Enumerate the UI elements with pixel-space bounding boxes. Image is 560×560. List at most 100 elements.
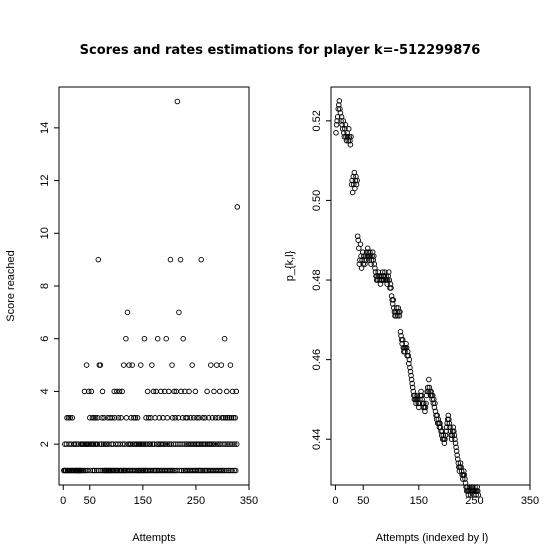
data-point <box>340 118 346 124</box>
data-point <box>218 467 224 474</box>
data-point <box>368 257 375 263</box>
data-point <box>158 388 164 395</box>
score-plot-frame <box>58 86 250 486</box>
data-point <box>218 362 225 368</box>
x-tick-label: 150 <box>410 495 428 507</box>
data-point <box>224 441 230 447</box>
x-tick-label: 350 <box>240 495 258 507</box>
data-point <box>348 133 354 140</box>
data-point <box>166 388 172 395</box>
data-point <box>445 412 452 419</box>
data-point <box>119 388 125 395</box>
x-tick-label: 50 <box>357 495 369 507</box>
data-point <box>354 177 360 184</box>
data-point <box>408 376 415 383</box>
data-point <box>397 309 403 315</box>
data-point <box>446 420 453 427</box>
data-point <box>229 388 236 395</box>
data-point <box>386 269 392 275</box>
data-point <box>100 441 107 447</box>
data-point <box>407 368 414 375</box>
data-point <box>141 335 148 342</box>
data-point <box>137 467 143 474</box>
data-point <box>109 415 115 421</box>
y-tick-label: 4 <box>39 388 51 394</box>
data-point <box>354 233 361 239</box>
data-point <box>124 309 131 316</box>
data-point <box>452 436 458 442</box>
data-point <box>88 388 95 395</box>
data-point <box>212 415 219 421</box>
x-tick-label: 50 <box>84 495 96 507</box>
data-point <box>457 460 464 466</box>
data-point <box>214 441 220 447</box>
data-point <box>156 415 163 421</box>
data-point <box>91 415 97 421</box>
data-point <box>202 415 208 421</box>
data-point <box>217 388 223 395</box>
data-point <box>474 484 480 490</box>
data-point <box>85 388 92 395</box>
data-point <box>409 380 415 387</box>
data-point <box>390 297 397 303</box>
y-tick-label: 0.46 <box>311 349 323 370</box>
y-tick-label: 6 <box>39 336 51 342</box>
data-point <box>97 362 104 368</box>
data-point <box>344 133 351 140</box>
data-point <box>99 415 105 421</box>
data-point <box>119 441 126 447</box>
y-tick-label: 10 <box>39 227 51 239</box>
data-point <box>69 415 76 421</box>
data-point <box>228 441 234 447</box>
data-point <box>423 400 429 407</box>
data-point <box>134 415 141 421</box>
data-point <box>384 281 390 287</box>
data-point <box>426 376 432 383</box>
data-point <box>211 388 217 395</box>
data-point <box>232 415 238 421</box>
data-point <box>219 467 226 474</box>
data-point <box>336 98 343 104</box>
data-point <box>165 441 171 447</box>
data-point <box>133 467 140 474</box>
data-point <box>114 388 120 395</box>
data-point <box>89 415 96 421</box>
x-tick-label: 0 <box>332 495 338 507</box>
data-point <box>223 467 229 474</box>
data-point <box>437 420 443 427</box>
data-point <box>136 441 143 447</box>
y-tick-label: 2 <box>39 441 51 447</box>
data-point <box>116 388 123 395</box>
data-point <box>349 189 356 196</box>
data-point <box>384 277 391 283</box>
data-point <box>397 329 404 335</box>
data-point <box>200 415 206 421</box>
data-point <box>194 415 200 421</box>
data-point <box>145 415 152 421</box>
data-point <box>422 404 429 411</box>
data-point <box>184 415 191 421</box>
data-point <box>458 464 464 470</box>
data-point <box>453 444 459 450</box>
data-point <box>334 114 341 120</box>
data-point <box>205 415 212 421</box>
data-point <box>452 440 459 446</box>
data-point <box>118 467 125 474</box>
data-point <box>144 441 150 447</box>
data-point <box>462 476 468 482</box>
data-point <box>95 256 102 263</box>
data-point <box>172 415 178 421</box>
data-point <box>170 467 176 474</box>
data-point <box>196 415 202 421</box>
data-point <box>443 424 450 431</box>
data-point <box>233 388 240 395</box>
data-point <box>418 388 424 395</box>
data-point <box>446 416 452 423</box>
data-point <box>168 467 175 474</box>
data-point <box>367 249 373 255</box>
data-point <box>127 441 134 447</box>
data-point <box>451 432 458 439</box>
data-point <box>441 440 448 446</box>
data-point <box>209 441 215 447</box>
data-point <box>347 141 354 148</box>
